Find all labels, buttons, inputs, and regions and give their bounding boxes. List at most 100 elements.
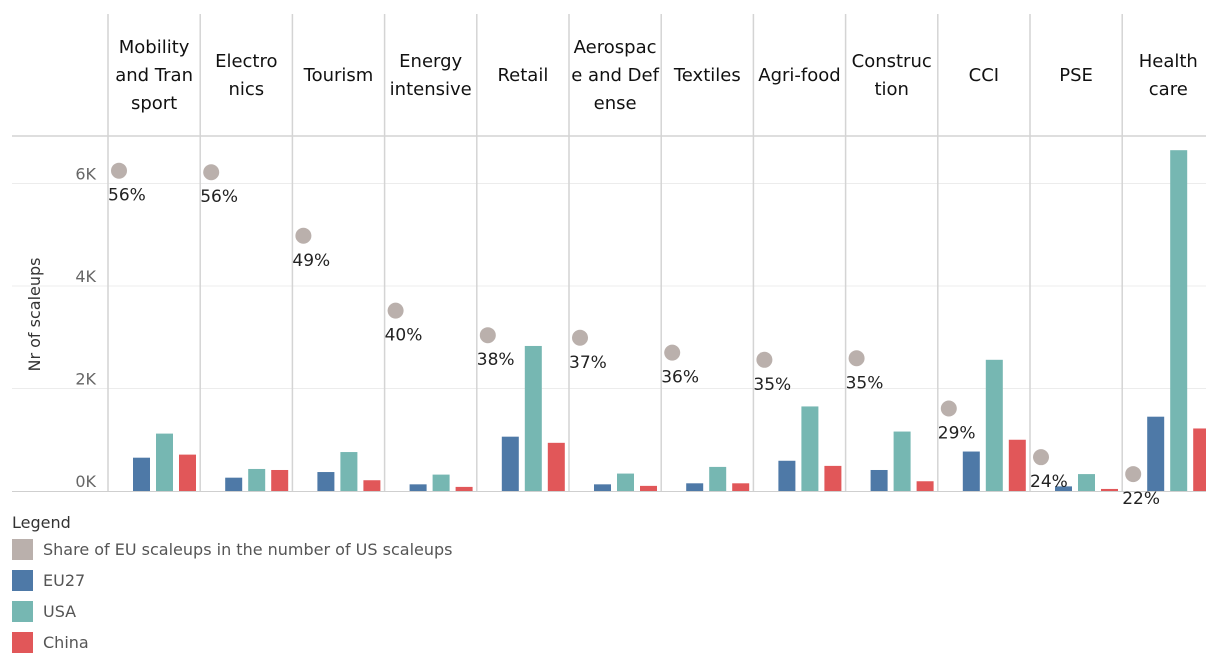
y-tick-label: 2K <box>75 370 96 389</box>
share-point <box>756 351 773 368</box>
bar-usa <box>617 473 634 491</box>
share-label: 40% <box>385 326 423 346</box>
category-label: Agri-food <box>758 65 840 86</box>
bar-china <box>824 465 842 491</box>
share-point <box>940 400 957 417</box>
bar-usa <box>524 345 542 491</box>
share-label: 37% <box>569 353 607 373</box>
category-label-line: tion <box>874 79 908 100</box>
share-point <box>479 327 496 344</box>
share-point <box>572 329 588 346</box>
bar-usa <box>801 406 819 491</box>
category-label: Energy intensive <box>390 51 472 100</box>
bar-usa <box>248 468 266 491</box>
bar-china <box>271 469 289 491</box>
category-label: Retail <box>497 65 548 86</box>
category-label: Mobility and Tran sport <box>115 37 193 114</box>
bar-china <box>732 483 750 491</box>
bar-eu27 <box>501 436 519 491</box>
category-label: Electro nics <box>215 51 277 100</box>
bar-usa <box>340 452 358 491</box>
legend-item-share[interactable]: Share of EU scaleups in the number of US… <box>12 534 712 565</box>
share-label: 24% <box>1030 472 1068 492</box>
category-label-line: Electro <box>215 51 277 72</box>
category-label: CCI <box>969 65 999 86</box>
category-label-line: intensive <box>390 79 472 100</box>
bar-usa <box>1170 150 1188 491</box>
category-label: Construc tion <box>852 51 932 100</box>
share-point <box>203 164 220 181</box>
bar-china <box>547 442 565 491</box>
share-label: 35% <box>753 375 791 395</box>
share-point <box>111 162 127 179</box>
legend-item-china[interactable]: China <box>12 627 712 658</box>
category-label-line: nics <box>228 79 264 100</box>
share-point <box>295 227 312 244</box>
category-label-line: and Tran <box>115 65 193 86</box>
bar-china <box>363 480 381 491</box>
legend-label-usa: USA <box>43 602 77 621</box>
bar-china <box>1101 488 1118 491</box>
share-point <box>848 350 865 367</box>
bar-eu27 <box>409 484 427 491</box>
legend-item-eu27[interactable]: EU27 <box>12 565 712 596</box>
share-label: 36% <box>661 368 699 388</box>
category-label-line: e and Def <box>571 65 659 86</box>
chart-svg: 0K 2K 4K 6K Nr of scaleups Mobility and Tran sp… <box>12 14 1206 509</box>
bar-eu27 <box>594 484 611 491</box>
bar-usa <box>156 433 173 491</box>
bar-usa <box>709 466 727 491</box>
bar-usa <box>432 474 450 491</box>
bar-eu27 <box>225 477 243 491</box>
share-point <box>1033 449 1049 466</box>
bar-usa <box>985 359 1003 491</box>
bar-eu27 <box>133 457 150 491</box>
share-label: 38% <box>477 350 515 370</box>
bar-china <box>1008 439 1026 491</box>
bar-eu27 <box>870 469 888 491</box>
category-label: Aerospac e and Def ense <box>571 37 659 114</box>
share-label: 22% <box>1122 489 1160 505</box>
category-label-line: CCI <box>969 65 999 86</box>
category-label-line: Textiles <box>673 65 741 86</box>
legend: Legend Share of EU scaleups in the numbe… <box>12 512 712 658</box>
legend-swatch-china <box>12 632 33 653</box>
share-point <box>664 344 681 361</box>
bar-china <box>916 481 934 491</box>
bar-usa <box>1078 474 1095 491</box>
category-label-line: Agri-food <box>758 65 840 86</box>
bar-eu27 <box>686 483 704 491</box>
y-tick-label: 6K <box>75 165 96 184</box>
legend-label-china: China <box>43 633 89 652</box>
category-label-line: Mobility <box>119 37 190 58</box>
bar-eu27 <box>317 472 335 491</box>
bar-china <box>455 486 473 491</box>
category-label-line: care <box>1149 79 1188 100</box>
legend-item-usa[interactable]: USA <box>12 596 712 627</box>
bar-usa <box>893 431 911 491</box>
bar-eu27 <box>962 451 980 491</box>
share-point <box>387 302 404 319</box>
bar-eu27 <box>1147 416 1165 491</box>
share-label: 56% <box>108 186 146 206</box>
bar-china <box>640 485 657 491</box>
category-label: Textiles <box>673 65 741 86</box>
category-label-line: Tourism <box>303 65 374 86</box>
category-label-line: ense <box>594 93 637 114</box>
category-label-line: Energy <box>399 51 462 72</box>
category-label-line: sport <box>131 93 177 114</box>
legend-swatch-eu27 <box>12 570 33 591</box>
share-label: 35% <box>846 373 884 393</box>
category-label: PSE <box>1059 65 1093 86</box>
legend-label-share: Share of EU scaleups in the number of US… <box>43 540 453 559</box>
legend-swatch-share <box>12 539 33 560</box>
bar-china <box>179 454 196 491</box>
legend-label-eu27: EU27 <box>43 571 86 590</box>
share-label: 49% <box>292 251 330 271</box>
category-label-line: Construc <box>852 51 932 72</box>
share-label: 56% <box>200 187 238 207</box>
category-label: Health care <box>1139 51 1198 100</box>
category-label: Tourism <box>303 65 374 86</box>
bar-eu27 <box>1055 486 1072 491</box>
